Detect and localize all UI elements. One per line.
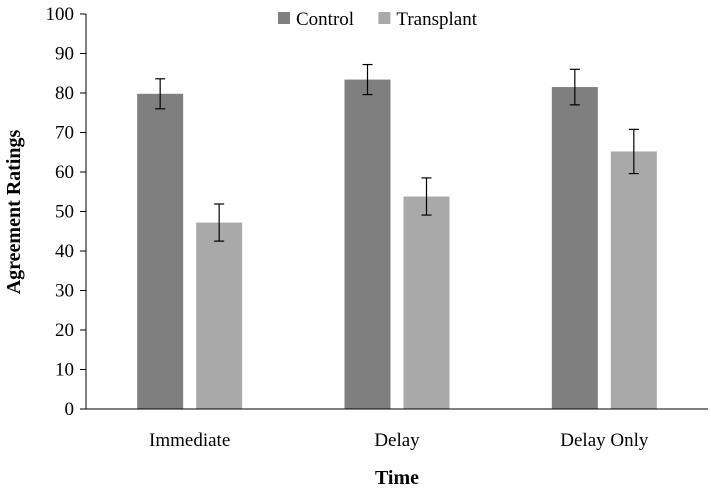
y-tick-label: 90 bbox=[55, 44, 74, 65]
legend-swatch-transplant bbox=[378, 12, 391, 24]
bar-control-delay-only bbox=[551, 87, 598, 409]
y-tick-label: 20 bbox=[55, 320, 74, 341]
legend-label-transplant: Transplant bbox=[396, 9, 477, 30]
bar-transplant-delay-only bbox=[610, 151, 657, 409]
legend: Control Transplant bbox=[278, 9, 478, 30]
y-tick-label: 0 bbox=[65, 399, 75, 420]
axes bbox=[85, 14, 708, 410]
bar-control-immediate bbox=[137, 93, 184, 409]
y-tick-label: 80 bbox=[55, 83, 74, 104]
bar-transplant-immediate bbox=[196, 222, 243, 409]
y-axis-ticks: 0 10 20 30 40 50 60 70 80 90 100 bbox=[46, 4, 86, 420]
legend-swatch-control bbox=[278, 12, 290, 24]
y-tick-label: 40 bbox=[55, 241, 74, 262]
error-bars bbox=[155, 63, 639, 242]
bars bbox=[137, 79, 657, 409]
x-category-label: Immediate bbox=[149, 430, 230, 451]
y-axis-title: Agreement Ratings bbox=[3, 129, 25, 294]
y-tick-label: 60 bbox=[55, 162, 74, 183]
x-axis-category-labels: Immediate Delay Delay Only bbox=[149, 430, 649, 451]
bar-control-delay bbox=[344, 79, 391, 409]
y-tick-label: 100 bbox=[46, 4, 75, 25]
x-axis-title: Time bbox=[375, 467, 419, 489]
y-tick-label: 70 bbox=[55, 123, 74, 144]
y-tick-label: 10 bbox=[55, 360, 74, 381]
x-category-label: Delay bbox=[374, 430, 420, 451]
y-tick-label: 50 bbox=[55, 202, 74, 223]
y-tick-label: 30 bbox=[55, 281, 74, 302]
legend-label-control: Control bbox=[296, 9, 354, 30]
bar-transplant-delay bbox=[403, 196, 450, 409]
x-category-label: Delay Only bbox=[560, 430, 649, 451]
